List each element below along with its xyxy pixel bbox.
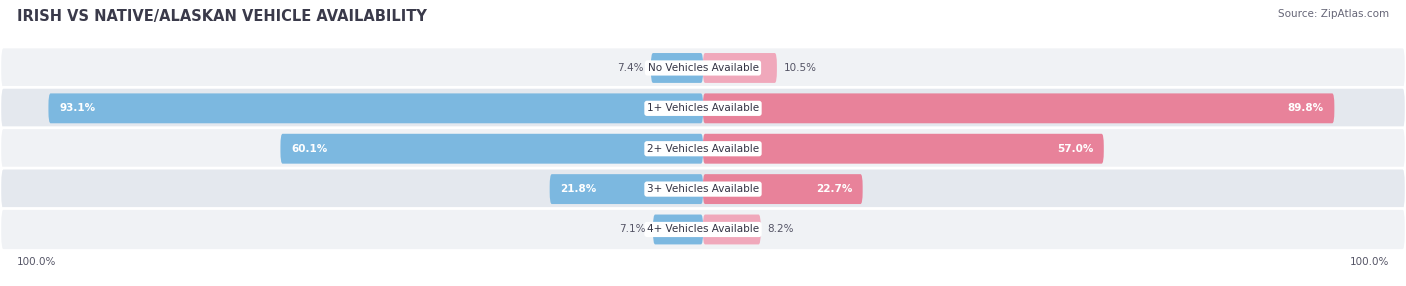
Text: No Vehicles Available: No Vehicles Available [648, 63, 758, 73]
Text: 1+ Vehicles Available: 1+ Vehicles Available [647, 103, 759, 113]
Text: Source: ZipAtlas.com: Source: ZipAtlas.com [1278, 9, 1389, 19]
Text: IRISH VS NATIVE/ALASKAN VEHICLE AVAILABILITY: IRISH VS NATIVE/ALASKAN VEHICLE AVAILABI… [17, 9, 427, 23]
FancyBboxPatch shape [280, 134, 703, 164]
Text: 21.8%: 21.8% [560, 184, 596, 194]
FancyBboxPatch shape [48, 94, 703, 123]
FancyBboxPatch shape [652, 214, 703, 245]
FancyBboxPatch shape [703, 214, 761, 245]
Text: 93.1%: 93.1% [59, 103, 96, 113]
Text: 7.1%: 7.1% [620, 225, 647, 235]
FancyBboxPatch shape [703, 134, 1104, 164]
FancyBboxPatch shape [651, 53, 703, 83]
Text: 2+ Vehicles Available: 2+ Vehicles Available [647, 144, 759, 154]
Text: 57.0%: 57.0% [1057, 144, 1094, 154]
FancyBboxPatch shape [0, 208, 1406, 251]
Text: 100.0%: 100.0% [17, 257, 56, 267]
FancyBboxPatch shape [703, 174, 863, 204]
FancyBboxPatch shape [703, 94, 1334, 123]
FancyBboxPatch shape [550, 174, 703, 204]
FancyBboxPatch shape [0, 87, 1406, 129]
FancyBboxPatch shape [703, 53, 778, 83]
Text: 8.2%: 8.2% [768, 225, 794, 235]
Text: 22.7%: 22.7% [815, 184, 852, 194]
Text: 3+ Vehicles Available: 3+ Vehicles Available [647, 184, 759, 194]
Text: 7.4%: 7.4% [617, 63, 644, 73]
Text: 60.1%: 60.1% [291, 144, 328, 154]
Text: 89.8%: 89.8% [1288, 103, 1324, 113]
Text: 10.5%: 10.5% [785, 63, 817, 73]
FancyBboxPatch shape [0, 168, 1406, 210]
Text: 100.0%: 100.0% [1350, 257, 1389, 267]
Text: 4+ Vehicles Available: 4+ Vehicles Available [647, 225, 759, 235]
FancyBboxPatch shape [0, 128, 1406, 170]
FancyBboxPatch shape [0, 47, 1406, 89]
